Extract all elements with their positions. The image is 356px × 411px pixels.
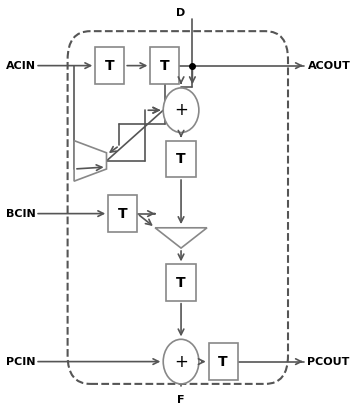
Circle shape xyxy=(163,339,199,384)
Text: BCIN: BCIN xyxy=(6,209,36,219)
Text: F: F xyxy=(177,395,185,405)
Bar xyxy=(108,195,137,232)
Bar xyxy=(150,47,179,84)
Text: T: T xyxy=(176,152,186,166)
Text: T: T xyxy=(118,207,127,221)
Text: PCOUT: PCOUT xyxy=(308,357,350,367)
Bar xyxy=(95,47,124,84)
Circle shape xyxy=(163,88,199,132)
Text: ACIN: ACIN xyxy=(6,60,36,71)
Bar xyxy=(167,141,196,177)
Text: ACOUT: ACOUT xyxy=(308,60,350,71)
Text: T: T xyxy=(105,59,115,73)
Text: T: T xyxy=(160,59,170,73)
Text: +: + xyxy=(174,101,188,119)
Text: +: + xyxy=(174,353,188,371)
Text: T: T xyxy=(176,275,186,289)
Text: PCIN: PCIN xyxy=(6,357,36,367)
Text: T: T xyxy=(218,355,228,369)
Text: D: D xyxy=(177,8,186,18)
Polygon shape xyxy=(74,141,106,181)
Bar xyxy=(209,343,238,380)
Polygon shape xyxy=(155,228,207,248)
Bar xyxy=(167,264,196,301)
